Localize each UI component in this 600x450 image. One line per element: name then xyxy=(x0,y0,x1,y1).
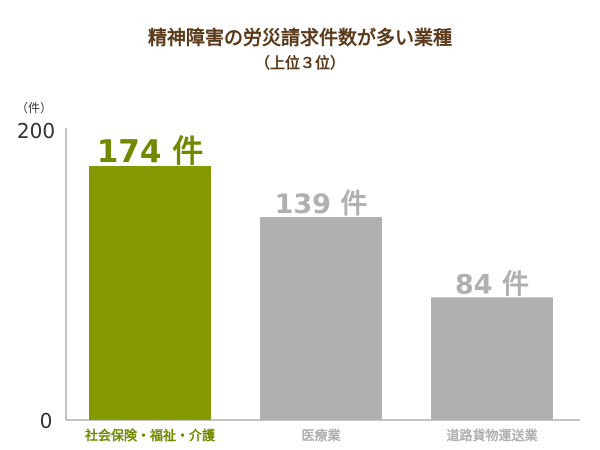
bar-value-label-1: 174 件 xyxy=(97,134,204,170)
chart-title: 精神障害の労災請求件数が多い業種 xyxy=(148,26,452,49)
category-label-1: 社会保険・福祉・介護 xyxy=(84,428,216,444)
category-label-2: 医療業 xyxy=(301,428,341,444)
y-tick-label-min: 0 xyxy=(40,409,53,433)
y-tick-label-max: 200 xyxy=(17,119,55,143)
category-label-3: 道路貨物運送業 xyxy=(446,428,538,444)
chart-subtitle: （上位３位） xyxy=(255,54,345,72)
bar-3 xyxy=(431,297,553,420)
bar-value-label-3: 84 件 xyxy=(455,269,529,300)
bar-value-label-2: 139 件 xyxy=(275,189,368,220)
y-axis-unit-label: （件） xyxy=(16,101,52,115)
bar-2 xyxy=(260,217,382,420)
bar-1 xyxy=(89,165,211,420)
